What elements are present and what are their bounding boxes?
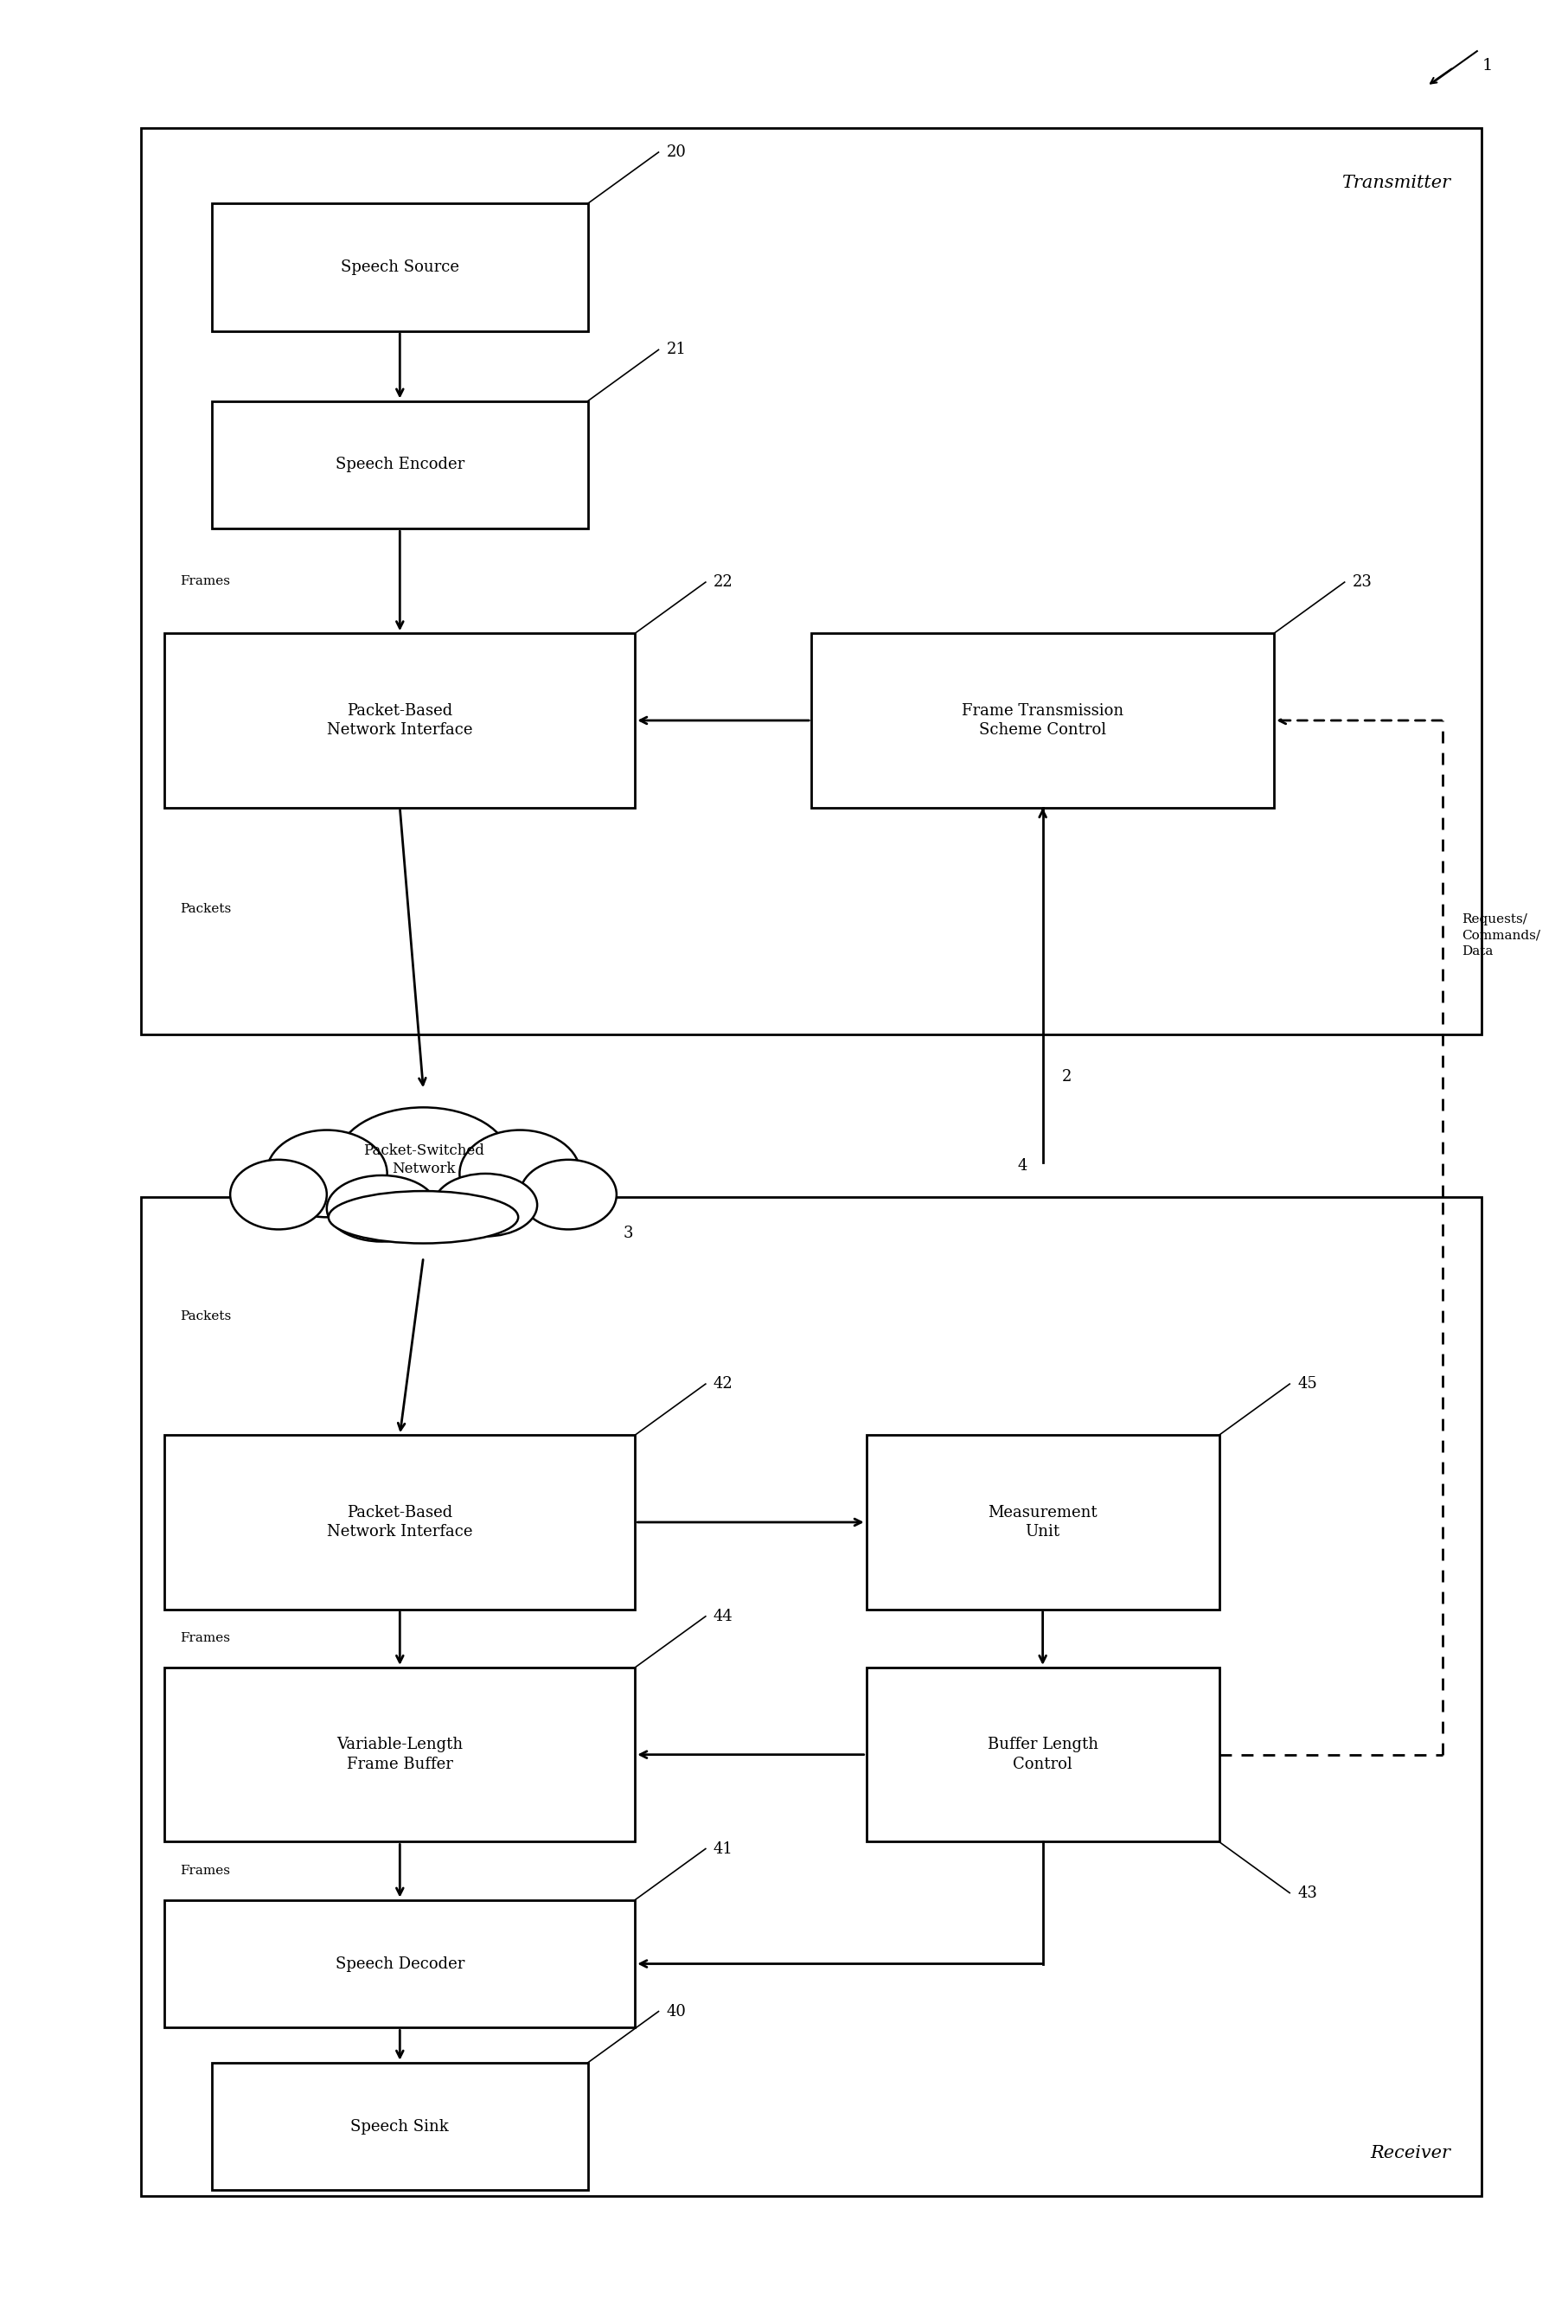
Ellipse shape [337,1106,510,1213]
Text: Speech Encoder: Speech Encoder [336,458,464,472]
Text: 3: 3 [624,1227,633,1241]
Text: 23: 23 [1353,574,1372,590]
Ellipse shape [521,1160,616,1229]
Ellipse shape [326,1176,437,1241]
Text: Frames: Frames [180,1631,230,1645]
Text: Packet-Based
Network Interface: Packet-Based Network Interface [328,702,472,739]
Bar [141,128,1482,1034]
Ellipse shape [434,1174,538,1236]
Bar [165,1669,635,1841]
Text: Speech Sink: Speech Sink [351,2119,448,2133]
Text: Frames: Frames [180,1864,230,1878]
Ellipse shape [230,1160,326,1229]
Text: Speech Source: Speech Source [340,260,459,274]
Text: Frame Transmission
Scheme Control: Frame Transmission Scheme Control [961,702,1124,739]
Bar [866,1669,1220,1841]
Text: 21: 21 [666,342,687,358]
Text: Measurement
Unit: Measurement Unit [988,1504,1098,1541]
Bar [165,634,635,809]
Bar [141,1197,1482,2196]
Text: 44: 44 [713,1608,734,1624]
Text: 20: 20 [666,144,687,160]
Bar [165,1434,635,1608]
Text: Packet-Based
Network Interface: Packet-Based Network Interface [328,1504,472,1541]
Bar [212,202,588,330]
Ellipse shape [459,1129,580,1218]
Ellipse shape [329,1190,517,1243]
Bar [212,400,588,528]
Text: 2: 2 [1062,1069,1071,1085]
Text: Frames: Frames [180,574,230,588]
Bar [212,2064,588,2189]
Text: 45: 45 [1298,1376,1317,1392]
Text: Packet-Switched
Network: Packet-Switched Network [362,1143,485,1176]
Text: Requests/
Commands/
Data: Requests/ Commands/ Data [1461,913,1540,957]
Text: 40: 40 [666,2003,687,2020]
Ellipse shape [267,1129,387,1218]
Text: 22: 22 [713,574,734,590]
Text: Transmitter: Transmitter [1341,174,1450,191]
Text: Buffer Length
Control: Buffer Length Control [988,1736,1098,1773]
Bar [812,634,1275,809]
Text: 43: 43 [1298,1885,1317,1901]
Text: 42: 42 [713,1376,734,1392]
Text: Receiver: Receiver [1370,2145,1450,2161]
Bar [165,1901,635,2027]
Text: 41: 41 [713,1841,734,1857]
Text: Variable-Length
Frame Buffer: Variable-Length Frame Buffer [337,1736,463,1773]
Text: Packets: Packets [180,904,232,916]
Text: Packets: Packets [180,1311,232,1322]
Text: Speech Decoder: Speech Decoder [336,1957,464,1971]
Text: 1: 1 [1482,58,1493,74]
Bar [866,1434,1220,1608]
Text: 4: 4 [1018,1157,1027,1174]
